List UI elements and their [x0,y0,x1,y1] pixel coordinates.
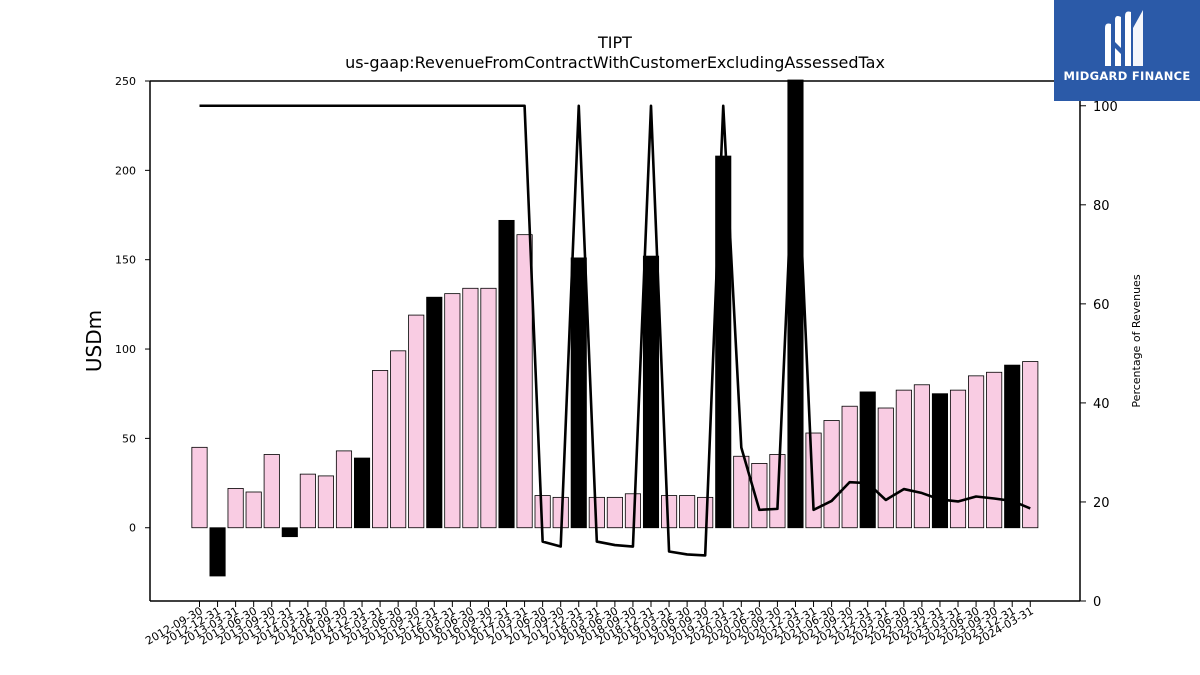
bar-2012-09-30 [191,446,208,529]
bar-2022-06-30 [895,389,912,529]
bar-2023-12-31 [1004,364,1021,529]
bar-2016-06-30 [462,287,479,529]
bar-2015-03-31 [372,370,389,529]
y2-tick-label: 0 [1093,595,1101,610]
bar-2015-09-30 [408,314,425,529]
bar-2023-06-30 [968,375,985,529]
bar-2019-12-31 [715,155,732,529]
y-tick-label: 200 [115,164,136,177]
bar-2013-06-30 [245,491,262,529]
bar-2013-09-30 [263,454,280,529]
brand-logo: MIDGARD FINANCE [1054,0,1200,101]
bar-2017-12-31 [570,257,587,529]
y-tick-label: 0 [129,522,136,535]
chart-title: TIPT [597,33,632,52]
bar-2014-03-31 [299,473,316,529]
y2-axis-label: Percentage of Revenues [1130,274,1143,407]
bar-2021-09-30 [841,405,858,529]
y-axis-ticks: 0 50 100 150 200 250 [115,75,150,535]
y-tick-label: 250 [115,75,136,88]
y-tick-label: 100 [115,343,136,356]
y2-axis-ticks: 0 20 40 60 80 100 [1080,100,1118,610]
y-axis-label: USDm [82,310,106,372]
y2-tick-label: 80 [1093,199,1110,214]
bar-2018-12-31 [642,255,660,529]
logo-text: MIDGARD FINANCE [1063,69,1191,83]
bar-2023-03-31 [949,389,967,529]
bar-2018-06-30 [606,496,623,529]
bar-2013-03-31 [227,488,244,529]
bar-2014-06-30 [317,475,334,529]
y-tick-label: 150 [115,254,136,267]
bar-2014-09-30 [335,450,353,529]
bar-2012-12-31 [209,527,226,577]
bar-2014-12-31 [353,457,371,529]
bar-2022-09-30 [913,384,930,529]
bar-2015-12-31 [426,296,443,529]
percentage-line [199,104,1031,557]
midgard-logo-icon [1105,10,1143,66]
bar-2015-06-30 [390,350,407,529]
bar-2020-06-30 [751,463,768,529]
y-tick-label: 50 [122,432,136,445]
bar-2016-12-31 [498,219,515,529]
bar-2024-03-31 [1022,361,1039,529]
y2-tick-label: 60 [1093,298,1110,313]
bar-2019-06-30 [679,495,696,529]
bar-2013-12-31 [281,527,298,538]
y2-tick-label: 40 [1093,397,1110,412]
bar-2020-03-31 [733,455,750,529]
bar-2023-09-30 [986,371,1003,529]
bar-2020-12-31 [787,79,804,529]
chart-subtitle: us-gaap:RevenueFromContractWithCustomerE… [345,53,885,72]
bar-2016-09-30 [480,287,497,529]
percentage-line-series [199,104,1031,557]
bar-2021-06-30 [823,420,840,529]
bar-series [191,79,1039,577]
y2-tick-label: 20 [1093,496,1110,511]
bar-2017-03-31 [516,234,533,529]
y2-tick-label: 100 [1093,100,1118,115]
bar-2021-12-31 [859,391,876,529]
bar-2022-12-31 [931,393,949,529]
bar-2022-03-31 [877,407,894,529]
bar-2021-03-31 [805,432,822,529]
x-axis-ticks: 2012-09-302012-12-312013-03-312013-06-30… [143,601,1036,648]
bar-2016-03-31 [444,293,461,529]
